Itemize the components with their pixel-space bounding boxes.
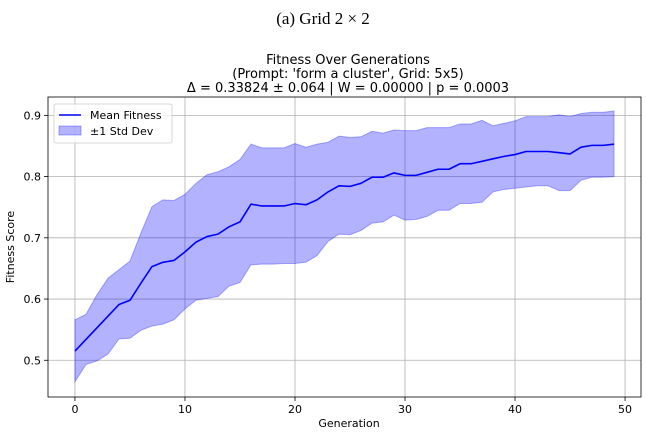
chart-title-line-3: Δ = 0.33824 ± 0.064 | W = 0.00000 | p = … bbox=[187, 81, 509, 96]
y-tick-label-0_8: 0.8 bbox=[24, 171, 42, 184]
legend-swatch-band bbox=[58, 125, 82, 136]
legend-label-mean: Mean Fitness bbox=[90, 109, 162, 122]
x-tick-label-10: 10 bbox=[178, 403, 192, 416]
std-dev-band-layer bbox=[74, 110, 615, 384]
y-axis-label: Fitness Score bbox=[4, 211, 17, 284]
x-tick-label-20: 20 bbox=[288, 403, 302, 416]
chart-title-line-2: (Prompt: 'form a cluster', Grid: 5x5) bbox=[232, 67, 464, 82]
chart-title-line-1: Fitness Over Generations bbox=[266, 53, 430, 68]
x-tick-label-40: 40 bbox=[508, 403, 522, 416]
chart-title: Fitness Over Generations (Prompt: 'form … bbox=[187, 53, 509, 96]
std-dev-band bbox=[74, 110, 615, 384]
x-tick-label-50: 50 bbox=[618, 403, 632, 416]
x-axis-label: Generation bbox=[318, 417, 379, 430]
mean-line-layer bbox=[74, 143, 615, 352]
legend: Mean Fitness ±1 Std Dev bbox=[53, 103, 173, 144]
figure-caption: (a) Grid 2 × 2 bbox=[276, 9, 370, 28]
plot-frame bbox=[47, 96, 642, 398]
y-tick-label-0_7: 0.7 bbox=[24, 232, 42, 245]
legend-frame bbox=[53, 103, 173, 144]
y-tick-label-0_6: 0.6 bbox=[24, 293, 42, 306]
y-tick-label-0_5: 0.5 bbox=[24, 354, 42, 367]
x-tick-label-0: 0 bbox=[71, 403, 78, 416]
x-tick-label-30: 30 bbox=[398, 403, 412, 416]
legend-label-band: ±1 Std Dev bbox=[90, 125, 154, 138]
axis-ticks: 0 10 20 30 40 50 0.5 0.6 0.7 0.8 0.9 bbox=[24, 109, 633, 416]
y-tick-label-0_9: 0.9 bbox=[24, 109, 42, 122]
mean-fitness-line bbox=[74, 143, 615, 352]
